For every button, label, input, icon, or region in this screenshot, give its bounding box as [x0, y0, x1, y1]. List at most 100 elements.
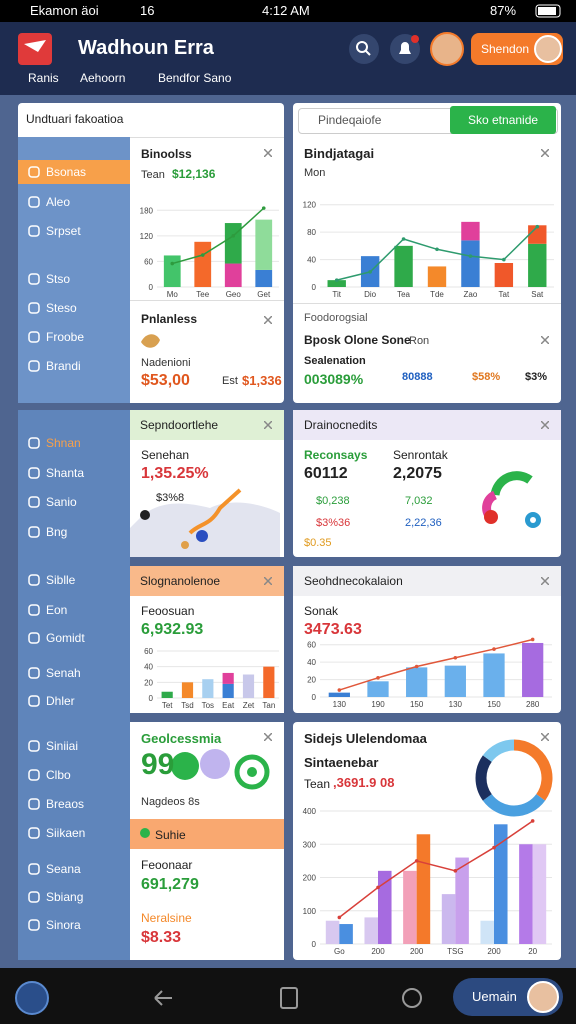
sidebar-item[interactable]: Bsonas: [46, 165, 87, 179]
search-button[interactable]: [349, 34, 379, 64]
section-title: Foodorogsial: [304, 312, 368, 324]
x-tick-label: 200: [487, 947, 501, 956]
close-button[interactable]: [264, 316, 272, 324]
label: Neralsine: [141, 911, 192, 925]
item-icon: [28, 863, 40, 875]
close-button[interactable]: [541, 421, 549, 429]
sidebar-item[interactable]: Gomidt: [46, 631, 85, 645]
bar: [194, 241, 212, 287]
world-graphic: [171, 749, 270, 790]
y-tick-label: 120: [303, 201, 317, 210]
line: [339, 638, 533, 691]
bar: [455, 857, 469, 944]
back-button[interactable]: [154, 990, 172, 1006]
sidebar-active[interactable]: [18, 160, 130, 184]
bar: [378, 870, 392, 944]
close-button[interactable]: [264, 577, 272, 585]
divider: [130, 300, 284, 301]
sidebar-item[interactable]: Shanta: [46, 466, 85, 480]
sidebar-item[interactable]: Senah: [46, 666, 81, 680]
item-icon: [28, 891, 40, 903]
line-point: [435, 247, 439, 252]
value: 80888: [402, 371, 433, 383]
donut-segment: [513, 739, 553, 801]
line-point: [401, 237, 406, 241]
sidebar-item[interactable]: Steso: [46, 301, 77, 315]
sidebar-item[interactable]: Stso: [46, 272, 71, 286]
x-tick-label: 200: [410, 947, 424, 956]
chat-button[interactable]: [402, 988, 422, 1008]
close-button[interactable]: [541, 577, 549, 585]
y-tick-label: 60: [307, 641, 316, 650]
x-tick-label: 150: [487, 700, 501, 709]
y-tick-label: 40: [307, 658, 316, 667]
line-point: [376, 885, 380, 890]
close-button[interactable]: [541, 336, 549, 344]
label: $0.35: [304, 537, 332, 549]
logo-mark: [24, 40, 46, 52]
search-placeholder: Pindeqaiofe: [318, 113, 382, 127]
icon: [140, 510, 150, 520]
sidebar-item[interactable]: Dhler: [46, 694, 75, 708]
value: 691,279: [141, 876, 199, 893]
sidebar-item[interactable]: Siniiai: [46, 739, 79, 753]
item-icon: [28, 526, 40, 538]
close-button[interactable]: [264, 149, 272, 157]
card-title: Bindjatagai: [304, 146, 375, 161]
search-field[interactable]: [298, 108, 558, 134]
nav-tab: Bendfor Sano: [158, 71, 232, 85]
chart: 0 20 40 60 Tet Tsd Tos Eat Zet Tan: [144, 647, 279, 710]
label: Sealenation: [304, 355, 366, 367]
nav-tab: Aehoorn: [80, 71, 126, 85]
value: 6,932.93: [141, 621, 204, 638]
sidebar-item[interactable]: Seana: [46, 862, 81, 876]
y-tick-label: 60: [144, 257, 153, 266]
battery-icon: [535, 4, 561, 18]
card-title: Seohdnecokalaion: [304, 574, 403, 588]
line-point: [453, 869, 458, 873]
nav-tab: Ranis: [28, 71, 59, 85]
home-button[interactable]: [15, 981, 49, 1015]
sidebar-item[interactable]: Breaos: [46, 797, 85, 811]
x-tick-label: 20: [528, 947, 537, 956]
chart: 0 60 120 180 Mo Tee Geo Get: [140, 206, 279, 299]
sidebar-item[interactable]: Sinora: [46, 918, 81, 932]
bar: [461, 240, 480, 287]
donut-chart: [475, 739, 553, 817]
map-land: [130, 502, 280, 557]
line-point: [368, 270, 372, 274]
y-tick-label: 40: [144, 663, 153, 672]
close-button[interactable]: [264, 733, 272, 741]
card-title: Slognanolenoe: [140, 574, 221, 588]
bar: [325, 920, 340, 944]
close-button[interactable]: [541, 733, 549, 741]
sidebar-item[interactable]: Froobe: [46, 330, 85, 344]
sidebar-item[interactable]: Clbo: [46, 768, 71, 782]
avatar[interactable]: [430, 32, 464, 66]
x-tick-label: Zet: [243, 701, 255, 710]
line-point: [376, 676, 380, 680]
x-tick-label: Tee: [196, 290, 209, 299]
sidebar-item[interactable]: Shnan: [46, 436, 81, 450]
item-icon: [28, 574, 40, 586]
sidebar-item[interactable]: Siikaen: [46, 826, 86, 840]
value: $1,336: [242, 373, 282, 388]
bar: [394, 245, 413, 287]
x-tick-label: Go: [334, 947, 345, 956]
close-button[interactable]: [541, 149, 549, 157]
sidebar-item[interactable]: Siblle: [46, 573, 76, 587]
tabs-button[interactable]: [280, 987, 298, 1009]
sidebar-item[interactable]: Srpset: [46, 224, 81, 238]
sidebar-item[interactable]: Sbiang: [46, 890, 84, 904]
value: 003089%: [304, 371, 364, 387]
sidebar-item[interactable]: Eon: [46, 603, 68, 617]
sidebar-item[interactable]: Aleo: [46, 195, 71, 209]
bar: [528, 243, 547, 287]
sidebar-item[interactable]: Brandi: [46, 359, 81, 373]
close-button[interactable]: [264, 421, 272, 429]
action-button[interactable]: [450, 106, 556, 134]
sidebar-item[interactable]: Sanio: [46, 495, 77, 509]
divider: [130, 137, 284, 138]
sidebar-item[interactable]: Bng: [46, 525, 68, 539]
